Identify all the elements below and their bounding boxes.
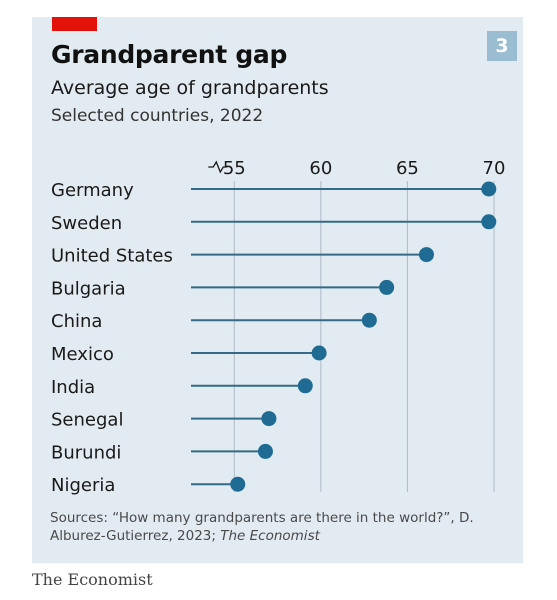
red-tag xyxy=(52,17,97,31)
source-text: Sources: “How many grandparents are ther… xyxy=(50,510,474,544)
chart-subtitle-detail: Selected countries, 2022 xyxy=(51,106,264,126)
category-label-bulgaria: Bulgaria xyxy=(51,278,126,299)
category-label-india: India xyxy=(51,377,95,398)
dot-india xyxy=(297,378,313,394)
dot-senegal xyxy=(261,411,277,427)
x-tick-label-65: 65 xyxy=(396,158,419,179)
broken-axis-icon xyxy=(208,160,228,174)
dot-nigeria xyxy=(230,476,246,492)
category-label-china: China xyxy=(51,311,102,332)
brand-footer: The Economist xyxy=(32,570,153,589)
category-label-sweden: Sweden xyxy=(51,213,122,234)
category-label-germany: Germany xyxy=(51,180,134,201)
chart-panel: 3 Grandparent gap Average age of grandpa… xyxy=(32,17,523,563)
category-label-burundi: Burundi xyxy=(51,442,121,463)
dot-germany xyxy=(481,181,497,197)
chart-subtitle: Average age of grandparents xyxy=(51,77,329,99)
category-label-nigeria: Nigeria xyxy=(51,475,115,496)
source-italic: The Economist xyxy=(220,528,320,544)
chart-title: Grandparent gap xyxy=(51,40,288,69)
dot-united-states xyxy=(418,247,434,263)
x-tick-label-70: 70 xyxy=(483,158,506,179)
dot-sweden xyxy=(481,214,497,230)
chart-number-badge: 3 xyxy=(487,31,517,61)
dot-burundi xyxy=(257,443,273,459)
category-label-senegal: Senegal xyxy=(51,410,123,431)
category-label-united-states: United States xyxy=(51,246,173,267)
dot-mexico xyxy=(311,345,327,361)
x-tick-label-55: 55 xyxy=(223,158,246,179)
x-tick-label-60: 60 xyxy=(309,158,332,179)
category-label-mexico: Mexico xyxy=(51,344,114,365)
dot-bulgaria xyxy=(379,279,395,295)
dot-china xyxy=(361,312,377,328)
source-note: Sources: “How many grandparents are ther… xyxy=(50,509,490,545)
dot-chart: 55 60 65 70 Germany Sweden United States Bulgar… xyxy=(51,158,506,496)
